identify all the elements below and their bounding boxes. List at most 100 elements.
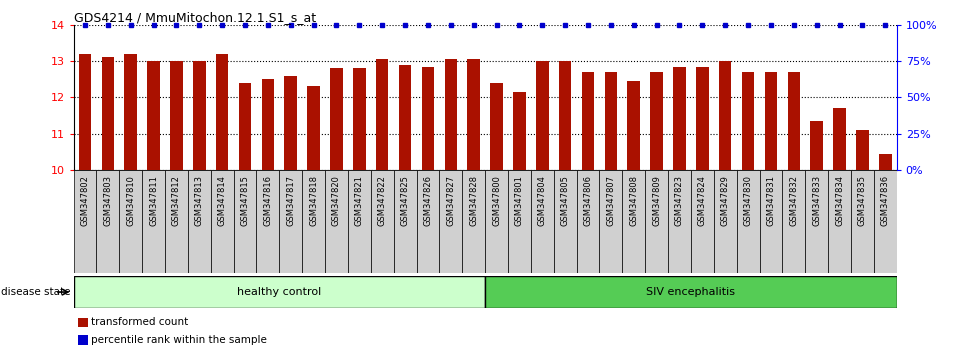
Bar xyxy=(559,61,571,170)
Bar xyxy=(810,121,823,170)
Bar xyxy=(416,170,439,273)
Text: GSM347822: GSM347822 xyxy=(377,175,387,226)
Bar xyxy=(605,72,617,170)
Bar xyxy=(239,83,251,170)
Text: GSM347813: GSM347813 xyxy=(195,175,204,226)
Bar xyxy=(742,72,755,170)
Text: GSM347808: GSM347808 xyxy=(629,175,638,226)
Bar xyxy=(645,170,668,273)
Text: GSM347800: GSM347800 xyxy=(492,175,501,226)
Bar xyxy=(330,68,343,170)
Text: GSM347824: GSM347824 xyxy=(698,175,707,226)
Text: GSM347821: GSM347821 xyxy=(355,175,364,226)
Bar xyxy=(764,72,777,170)
Text: GSM347820: GSM347820 xyxy=(332,175,341,226)
Text: percentile rank within the sample: percentile rank within the sample xyxy=(91,335,267,345)
Bar xyxy=(463,170,485,273)
Bar xyxy=(171,61,182,170)
Bar xyxy=(691,170,713,273)
Text: GSM347804: GSM347804 xyxy=(538,175,547,226)
Bar xyxy=(370,170,394,273)
Bar xyxy=(531,170,554,273)
Text: GSM347810: GSM347810 xyxy=(126,175,135,226)
Text: GSM347803: GSM347803 xyxy=(103,175,113,226)
Bar xyxy=(257,170,279,273)
Text: GSM347827: GSM347827 xyxy=(446,175,456,226)
Bar xyxy=(514,92,525,170)
Bar xyxy=(74,276,485,308)
Text: GSM347825: GSM347825 xyxy=(401,175,410,226)
Text: GSM347802: GSM347802 xyxy=(80,175,89,226)
Bar xyxy=(673,67,686,170)
Bar xyxy=(284,76,297,170)
Text: GSM347828: GSM347828 xyxy=(469,175,478,226)
Bar xyxy=(874,170,897,273)
Text: GSM347805: GSM347805 xyxy=(561,175,569,226)
Bar xyxy=(627,81,640,170)
Bar xyxy=(120,170,142,273)
Text: GSM347829: GSM347829 xyxy=(720,175,730,226)
Bar xyxy=(713,170,737,273)
Text: GSM347834: GSM347834 xyxy=(835,175,844,226)
Text: GSM347812: GSM347812 xyxy=(172,175,181,226)
Text: GSM347826: GSM347826 xyxy=(423,175,432,226)
Bar xyxy=(376,59,388,170)
Bar xyxy=(74,170,96,273)
Text: GDS4214 / MmuMitochon.12.1.S1_s_at: GDS4214 / MmuMitochon.12.1.S1_s_at xyxy=(74,11,316,24)
Text: GSM347818: GSM347818 xyxy=(309,175,318,226)
Bar xyxy=(879,154,892,170)
Bar xyxy=(325,170,348,273)
Text: GSM347814: GSM347814 xyxy=(218,175,226,226)
Text: transformed count: transformed count xyxy=(91,318,188,327)
Bar xyxy=(78,54,91,170)
Bar xyxy=(188,170,211,273)
Bar xyxy=(737,170,760,273)
Bar xyxy=(102,57,114,170)
Bar xyxy=(262,79,274,170)
Text: GSM347806: GSM347806 xyxy=(583,175,593,226)
Text: healthy control: healthy control xyxy=(237,287,321,297)
Bar xyxy=(165,170,188,273)
Text: GSM347832: GSM347832 xyxy=(789,175,799,226)
Bar xyxy=(233,170,257,273)
Bar xyxy=(719,61,731,170)
Bar xyxy=(394,170,416,273)
Bar xyxy=(467,59,480,170)
Text: disease state: disease state xyxy=(1,287,71,297)
Text: GSM347809: GSM347809 xyxy=(652,175,662,226)
Bar xyxy=(782,170,806,273)
Bar xyxy=(833,108,846,170)
Bar xyxy=(760,170,782,273)
Text: GSM347815: GSM347815 xyxy=(240,175,250,226)
Text: GSM347835: GSM347835 xyxy=(858,175,867,226)
Text: SIV encephalitis: SIV encephalitis xyxy=(647,287,735,297)
Bar xyxy=(279,170,302,273)
Bar xyxy=(788,72,800,170)
Bar xyxy=(651,72,662,170)
Text: GSM347817: GSM347817 xyxy=(286,175,295,226)
Bar xyxy=(828,170,851,273)
Bar xyxy=(308,86,319,170)
Bar xyxy=(216,54,228,170)
Bar xyxy=(124,54,137,170)
Bar xyxy=(485,276,897,308)
Bar xyxy=(508,170,531,273)
Bar xyxy=(536,61,549,170)
Bar xyxy=(668,170,691,273)
Bar xyxy=(490,83,503,170)
Bar xyxy=(696,67,709,170)
Bar xyxy=(485,170,508,273)
Text: GSM347823: GSM347823 xyxy=(675,175,684,226)
Text: GSM347830: GSM347830 xyxy=(744,175,753,226)
Bar xyxy=(302,170,325,273)
Bar xyxy=(211,170,233,273)
Bar xyxy=(96,170,120,273)
Text: GSM347833: GSM347833 xyxy=(812,175,821,226)
Bar xyxy=(348,170,370,273)
Text: GSM347816: GSM347816 xyxy=(264,175,272,226)
Bar xyxy=(421,67,434,170)
Bar xyxy=(554,170,576,273)
Bar xyxy=(851,170,874,273)
Text: GSM347831: GSM347831 xyxy=(766,175,775,226)
Bar xyxy=(147,61,160,170)
